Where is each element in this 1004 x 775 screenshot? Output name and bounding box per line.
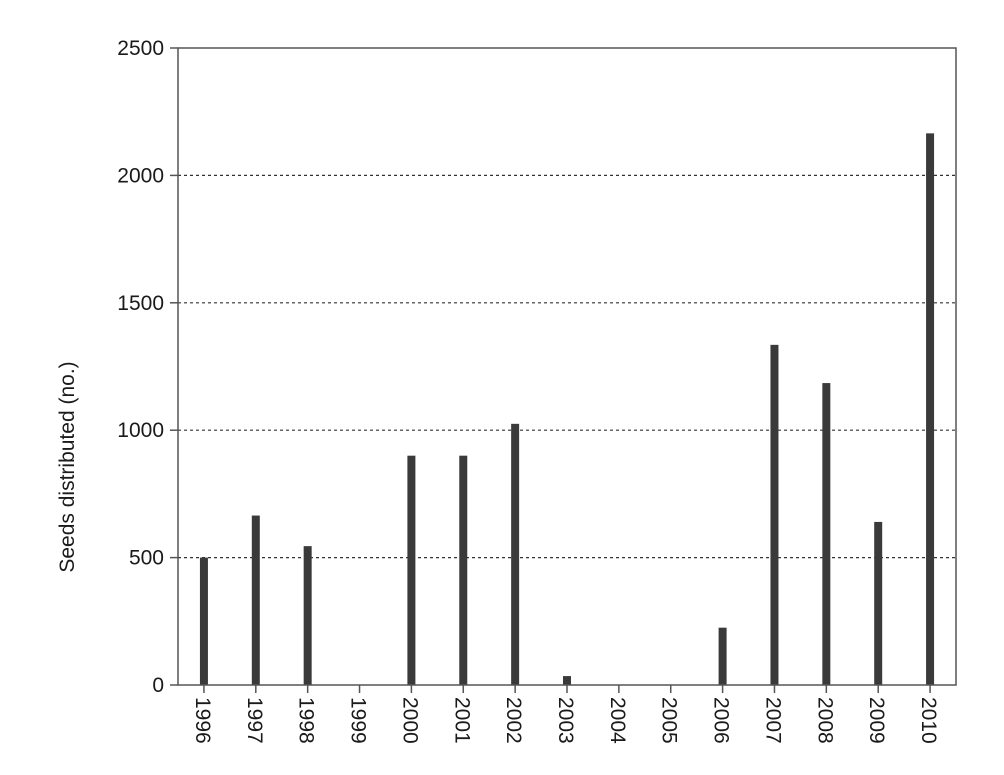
x-tick-label: 2005 xyxy=(658,697,681,744)
x-tick-label: 1998 xyxy=(295,697,318,744)
x-tick-label: 2003 xyxy=(554,697,577,744)
y-tick-label: 2000 xyxy=(117,164,164,187)
bar-2009 xyxy=(874,521,883,685)
x-tick-label: 1997 xyxy=(243,697,266,744)
bar-2001 xyxy=(459,455,468,685)
gridlines xyxy=(178,174,956,559)
y-tick-label: 1500 xyxy=(117,292,164,315)
bar-1996 xyxy=(199,557,208,685)
bar-2008 xyxy=(822,383,831,685)
x-tick-label: 2002 xyxy=(502,697,525,744)
y-tick-label: 500 xyxy=(129,547,164,570)
y-axis-title: Seeds distributed (no.) xyxy=(56,361,79,572)
x-tick-label: 2004 xyxy=(606,697,629,744)
x-tick-label: 2001 xyxy=(450,697,473,744)
bar-2006 xyxy=(718,627,727,685)
bar-1998 xyxy=(303,546,312,685)
x-tick-label: 2008 xyxy=(813,697,836,744)
x-tick-label: 1996 xyxy=(191,697,214,744)
y-tick-label: 1000 xyxy=(117,419,164,442)
y-tick-label: 0 xyxy=(152,674,164,697)
bars xyxy=(199,133,935,685)
y-tick-label: 2500 xyxy=(117,37,164,60)
bar-1997 xyxy=(251,515,260,685)
x-tick-label: 2000 xyxy=(398,697,421,744)
plot-frame xyxy=(177,47,957,686)
x-tick-label: 2010 xyxy=(917,697,940,744)
x-tick-label: 2009 xyxy=(865,697,888,744)
bar-2007 xyxy=(770,344,779,685)
bar-2000 xyxy=(407,455,416,685)
bar-2002 xyxy=(511,423,520,685)
bar-2010 xyxy=(926,133,935,685)
bar-2003 xyxy=(563,676,571,685)
axes xyxy=(170,47,957,693)
x-tick-label: 1999 xyxy=(347,697,370,744)
x-tick-label: 2006 xyxy=(710,697,733,744)
tick-labels: 0 500 1000 1500 2000 2500 1996 1997 1998 1999 2000… xyxy=(117,37,940,744)
x-tick-label: 2007 xyxy=(761,697,784,744)
